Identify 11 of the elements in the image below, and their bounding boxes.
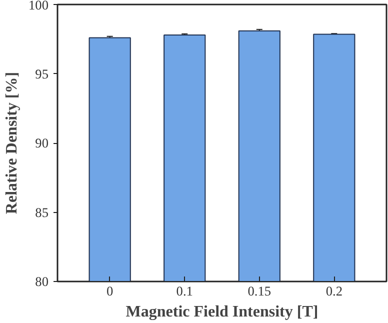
y-tick-label: 80	[35, 274, 49, 289]
x-tick-label: 0.2	[326, 284, 342, 298]
y-tick-label: 90	[35, 136, 49, 150]
y-tick-label: 85	[35, 204, 49, 220]
y-tick-label: 100	[28, 0, 49, 12]
x-tick-label: 0.15	[248, 284, 272, 298]
y-axis-title: Relative Density [%]	[4, 72, 21, 214]
x-tick-label: 0	[106, 284, 114, 298]
x-tick-label: 0.1	[176, 284, 193, 298]
x-axis-title: Magnetic Field Intensity [T]	[126, 304, 318, 320]
y-tick-label: 95	[35, 66, 49, 82]
